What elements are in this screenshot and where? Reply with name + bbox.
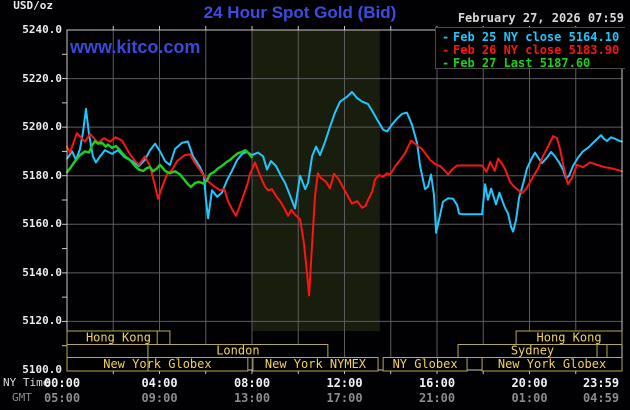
session-label: NY Globex: [393, 357, 458, 371]
kitco-watermark: www.kitco.com: [70, 37, 201, 57]
ny-time-tick-label: 04:00: [141, 376, 178, 390]
session-label: Hong Kong: [86, 331, 151, 345]
price-line-feb-27: [65, 139, 254, 189]
gmt-tick-label: 17:00: [326, 391, 363, 405]
legend-row-feb26: - Feb 26 NY close 5183.90: [442, 43, 619, 57]
datetime-stamp: February 27, 2026 07:59: [457, 11, 624, 25]
legend: - Feb 25 NY close 5164.10 - Feb 26 NY clos…: [435, 27, 625, 70]
y-axis-unit-label: USD/oz: [13, 0, 53, 12]
session-label: New York Globex: [498, 357, 606, 371]
legend-row-feb25: - Feb 25 NY close 5164.10: [442, 30, 619, 44]
session-label: London: [216, 344, 259, 358]
gmt-tick-label: 05:00: [43, 391, 81, 405]
y-axis-label: 5160.0: [22, 217, 62, 231]
y-axis-label: 5240.0: [22, 23, 62, 36]
x-axis-row2-label: GMT: [12, 391, 32, 404]
session-label: New York NYMEX: [265, 357, 367, 371]
ny-time-tick-label: 00:00: [43, 376, 81, 390]
session-box: [382, 357, 468, 372]
ny-time-tick-label: 08:00: [233, 376, 271, 390]
page-title: 24 Hour Spot Gold (Bid): [203, 3, 397, 22]
feb25-line-marker: -: [442, 30, 450, 44]
price-line-feb-26: [66, 132, 623, 297]
gmt-tick-label: 21:00: [418, 391, 456, 405]
y-axis-label: 5180.0: [22, 168, 62, 182]
feb26-line-marker: -: [442, 43, 450, 57]
session-box: [66, 357, 249, 372]
ny-time-tick-label: 23:59: [582, 376, 620, 390]
price-line-feb-25: [66, 90, 623, 234]
gmt-tick-label: 13:00: [233, 391, 271, 405]
y-axis-label: 5100.0: [22, 363, 62, 376]
ny-time-tick-label: 16:00: [418, 376, 456, 390]
gmt-tick-label: 09:00: [141, 391, 178, 405]
session-box: [252, 357, 379, 372]
session-label: Hong Kong: [537, 331, 602, 345]
feb27-line-marker: -: [442, 56, 450, 70]
session-label: Sydney: [511, 344, 554, 358]
ny-time-tick-label: 20:00: [511, 376, 548, 390]
ny-time-tick-label: 12:00: [326, 376, 363, 390]
gmt-tick-label: 01:00: [511, 391, 548, 405]
gmt-tick-label: 04:59: [582, 391, 620, 405]
session-label: New York Globex: [103, 357, 211, 371]
y-axis-label: 5220.0: [22, 71, 62, 85]
y-axis-label: 5200.0: [22, 120, 62, 134]
x-axis-row1-label: NY Time: [3, 376, 50, 389]
legend-label: Feb 26 NY close 5183.90: [453, 43, 620, 57]
legend-label: Feb 27 Last 5187.60: [453, 56, 591, 70]
y-axis-label: 5140.0: [22, 265, 62, 279]
session-box: [66, 344, 149, 358]
session-box: [481, 357, 623, 372]
nymex-session-band: [252, 30, 380, 331]
legend-label: Feb 25 NY close 5164.10: [453, 30, 620, 44]
legend-row-feb27: - Feb 27 Last 5187.60: [442, 56, 590, 70]
y-axis-label: 5120.0: [22, 314, 62, 328]
